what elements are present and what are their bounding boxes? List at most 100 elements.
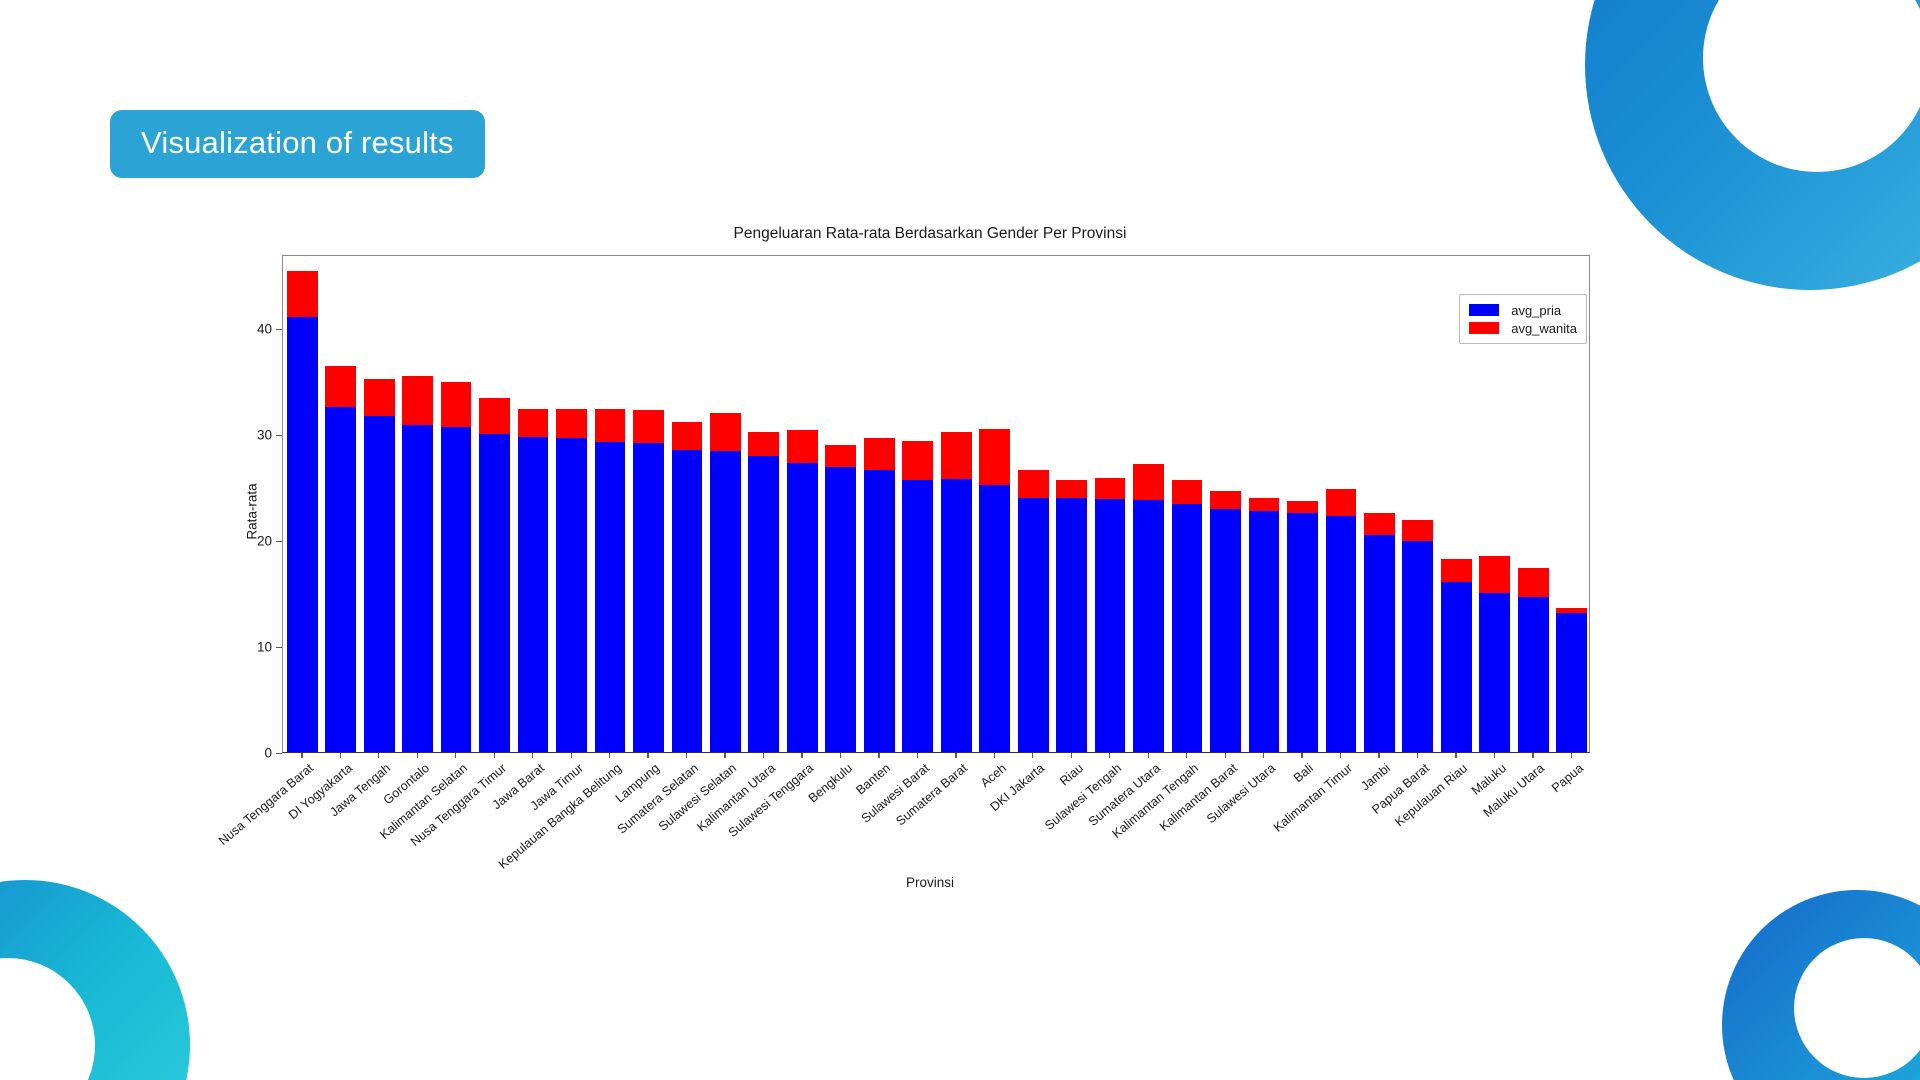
bar-segment-avg-wanita — [1133, 463, 1164, 500]
legend-swatch-avg-wanita — [1469, 322, 1500, 334]
bar-column — [1171, 479, 1203, 752]
bar-segment-avg-pria — [1364, 534, 1395, 752]
bar-segment-avg-pria — [594, 441, 626, 752]
bar-segment-avg-wanita — [1287, 500, 1318, 513]
bar-segment-avg-wanita — [1402, 519, 1434, 542]
bar-segment-avg-wanita — [786, 429, 818, 463]
bar-segment-avg-wanita — [402, 375, 434, 425]
legend-item: avg_pria — [1469, 301, 1577, 319]
x-tick-mark — [1455, 753, 1457, 758]
bar-column — [1017, 470, 1049, 752]
bar-segment-avg-pria — [363, 416, 395, 752]
bar-column — [1325, 489, 1357, 752]
bar-segment-avg-wanita — [286, 270, 318, 317]
bar-column — [1210, 491, 1241, 752]
bar-column — [671, 422, 703, 752]
bar-column — [286, 270, 318, 752]
x-tick-mark — [685, 753, 688, 758]
y-tick-mark — [276, 329, 282, 331]
bar-column — [1440, 559, 1472, 752]
x-tick-mark — [1570, 753, 1573, 758]
bar-segment-avg-pria — [1325, 515, 1357, 752]
y-tick-label: 40 — [256, 321, 272, 337]
bar-segment-avg-wanita — [1094, 477, 1126, 499]
bar-column — [363, 379, 395, 752]
bar-column — [863, 438, 895, 752]
bar-segment-avg-pria — [1210, 509, 1241, 752]
bar-column — [1133, 463, 1164, 752]
bar-column — [517, 408, 549, 752]
slide-title-badge: Visualization of results — [110, 110, 485, 178]
chart-legend: avg_pria avg_wanita — [1459, 294, 1587, 344]
bar-segment-avg-wanita — [517, 408, 549, 438]
y-tick-label: 10 — [256, 639, 272, 655]
bar-segment-avg-wanita — [940, 432, 972, 479]
bar-segment-avg-wanita — [633, 409, 664, 443]
y-axis-label: Rata-rata — [244, 483, 260, 540]
x-tick-mark — [1301, 753, 1303, 758]
x-tick-mark — [1224, 753, 1226, 758]
bar-segment-avg-pria — [633, 442, 664, 752]
bar-segment-avg-pria — [979, 485, 1011, 752]
ring-hole — [1794, 938, 1920, 1078]
decorative-ring-bottom-right — [1722, 890, 1920, 1080]
x-tick-mark — [493, 753, 495, 758]
x-tick-mark — [570, 753, 572, 758]
bar-segment-avg-pria — [1556, 613, 1588, 752]
bar-segment-avg-wanita — [556, 408, 587, 439]
bar-column — [1056, 479, 1088, 752]
bar-column — [1094, 477, 1126, 752]
bar-segment-avg-pria — [556, 438, 587, 752]
x-tick-mark — [609, 753, 611, 758]
bar-segment-avg-pria — [825, 466, 857, 752]
bar-segment-avg-wanita — [1517, 567, 1549, 598]
bar-segment-avg-pria — [710, 451, 741, 752]
bar-segment-avg-wanita — [479, 398, 510, 435]
x-tick-mark — [647, 753, 649, 758]
y-axis-ticks: 0 10 20 30 40 — [257, 255, 282, 761]
decorative-ring-bottom-left — [0, 880, 190, 1080]
bar-column — [479, 398, 510, 752]
bars-layer — [283, 256, 1589, 752]
bar-segment-avg-wanita — [979, 428, 1011, 485]
x-tick-label: Papua — [1548, 761, 1586, 796]
bar-column — [1479, 556, 1511, 752]
bar-segment-avg-wanita — [440, 382, 472, 427]
y-tick-mark — [276, 541, 282, 543]
bar-column — [710, 412, 741, 752]
legend-item: avg_wanita — [1469, 319, 1577, 337]
x-tick-label: Bali — [1291, 761, 1317, 786]
x-tick-mark — [839, 753, 842, 758]
bar-segment-avg-pria — [1133, 499, 1164, 752]
x-tick-mark — [1186, 753, 1188, 758]
bar-segment-avg-pria — [863, 470, 895, 752]
x-axis-ticks — [282, 753, 1590, 759]
bar-segment-avg-wanita — [825, 444, 857, 467]
x-tick-mark — [339, 753, 341, 758]
x-tick-mark — [993, 753, 995, 758]
bar-segment-avg-wanita — [1440, 559, 1472, 583]
bar-segment-avg-pria — [1402, 541, 1434, 752]
bar-segment-avg-pria — [517, 437, 549, 752]
bar-column — [1402, 519, 1434, 752]
bar-column — [979, 428, 1011, 752]
y-tick-label: 0 — [264, 745, 272, 761]
bar-segment-avg-wanita — [1210, 491, 1241, 510]
bar-segment-avg-wanita — [710, 412, 741, 452]
bar-column — [594, 408, 626, 752]
x-tick-mark — [378, 753, 380, 758]
bar-segment-avg-pria — [1056, 497, 1088, 752]
bar-segment-avg-wanita — [363, 379, 395, 417]
bar-segment-avg-wanita — [1248, 497, 1280, 512]
x-tick-mark — [724, 753, 726, 758]
x-tick-mark — [301, 753, 303, 758]
bar-segment-avg-pria — [1287, 512, 1318, 752]
y-tick-mark — [276, 647, 282, 649]
x-tick-mark — [1263, 753, 1265, 758]
x-tick-label: Aceh — [977, 761, 1009, 791]
x-tick-mark — [1070, 753, 1072, 758]
x-tick-mark — [1109, 753, 1111, 758]
x-tick-mark — [455, 753, 457, 758]
bar-segment-avg-pria — [1440, 582, 1472, 752]
